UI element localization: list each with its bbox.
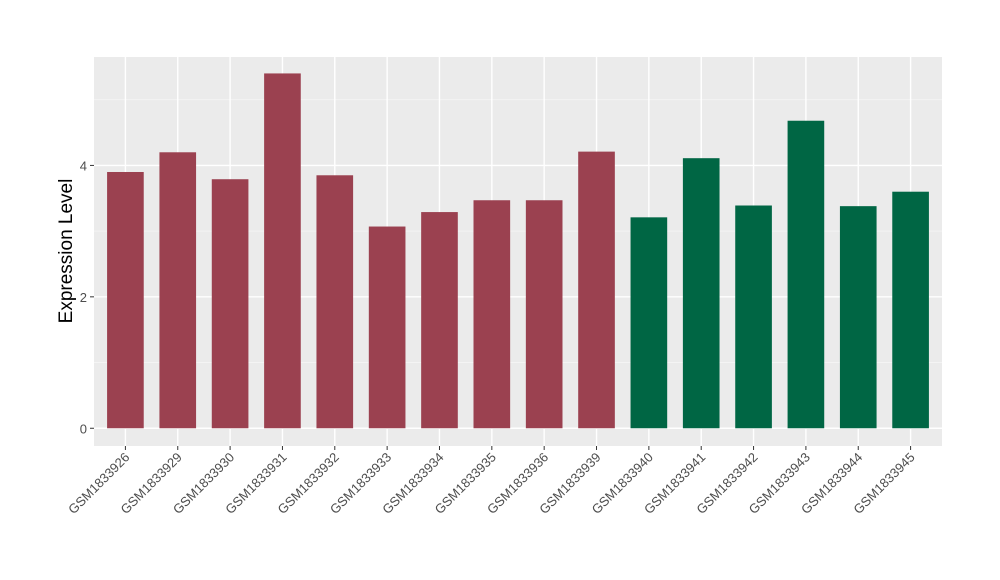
bar-GSM1833936 (525, 200, 563, 429)
bar-GSM1833939 (578, 151, 615, 429)
bar-GSM1833932 (316, 175, 354, 429)
bar-GSM1833942 (735, 205, 772, 429)
y-axis-label: Expression Level (56, 179, 77, 324)
y-tick-label: 4 (80, 158, 87, 173)
bar-GSM1833943 (787, 120, 825, 429)
bar-GSM1833940 (630, 217, 668, 429)
bar-GSM1833935 (473, 200, 511, 429)
bar-GSM1833945 (892, 191, 929, 429)
y-tick-label: 0 (80, 421, 87, 436)
bar-GSM1833930 (211, 179, 249, 429)
bar-GSM1833933 (368, 226, 406, 429)
y-tick-label: 2 (80, 290, 87, 305)
bar-GSM1833934 (421, 212, 458, 429)
bar-GSM1833931 (264, 73, 301, 429)
bar-GSM1833941 (682, 158, 720, 429)
bar-GSM1833929 (159, 152, 197, 429)
bar-GSM1833944 (839, 206, 877, 429)
bar-GSM1833926 (107, 171, 144, 429)
